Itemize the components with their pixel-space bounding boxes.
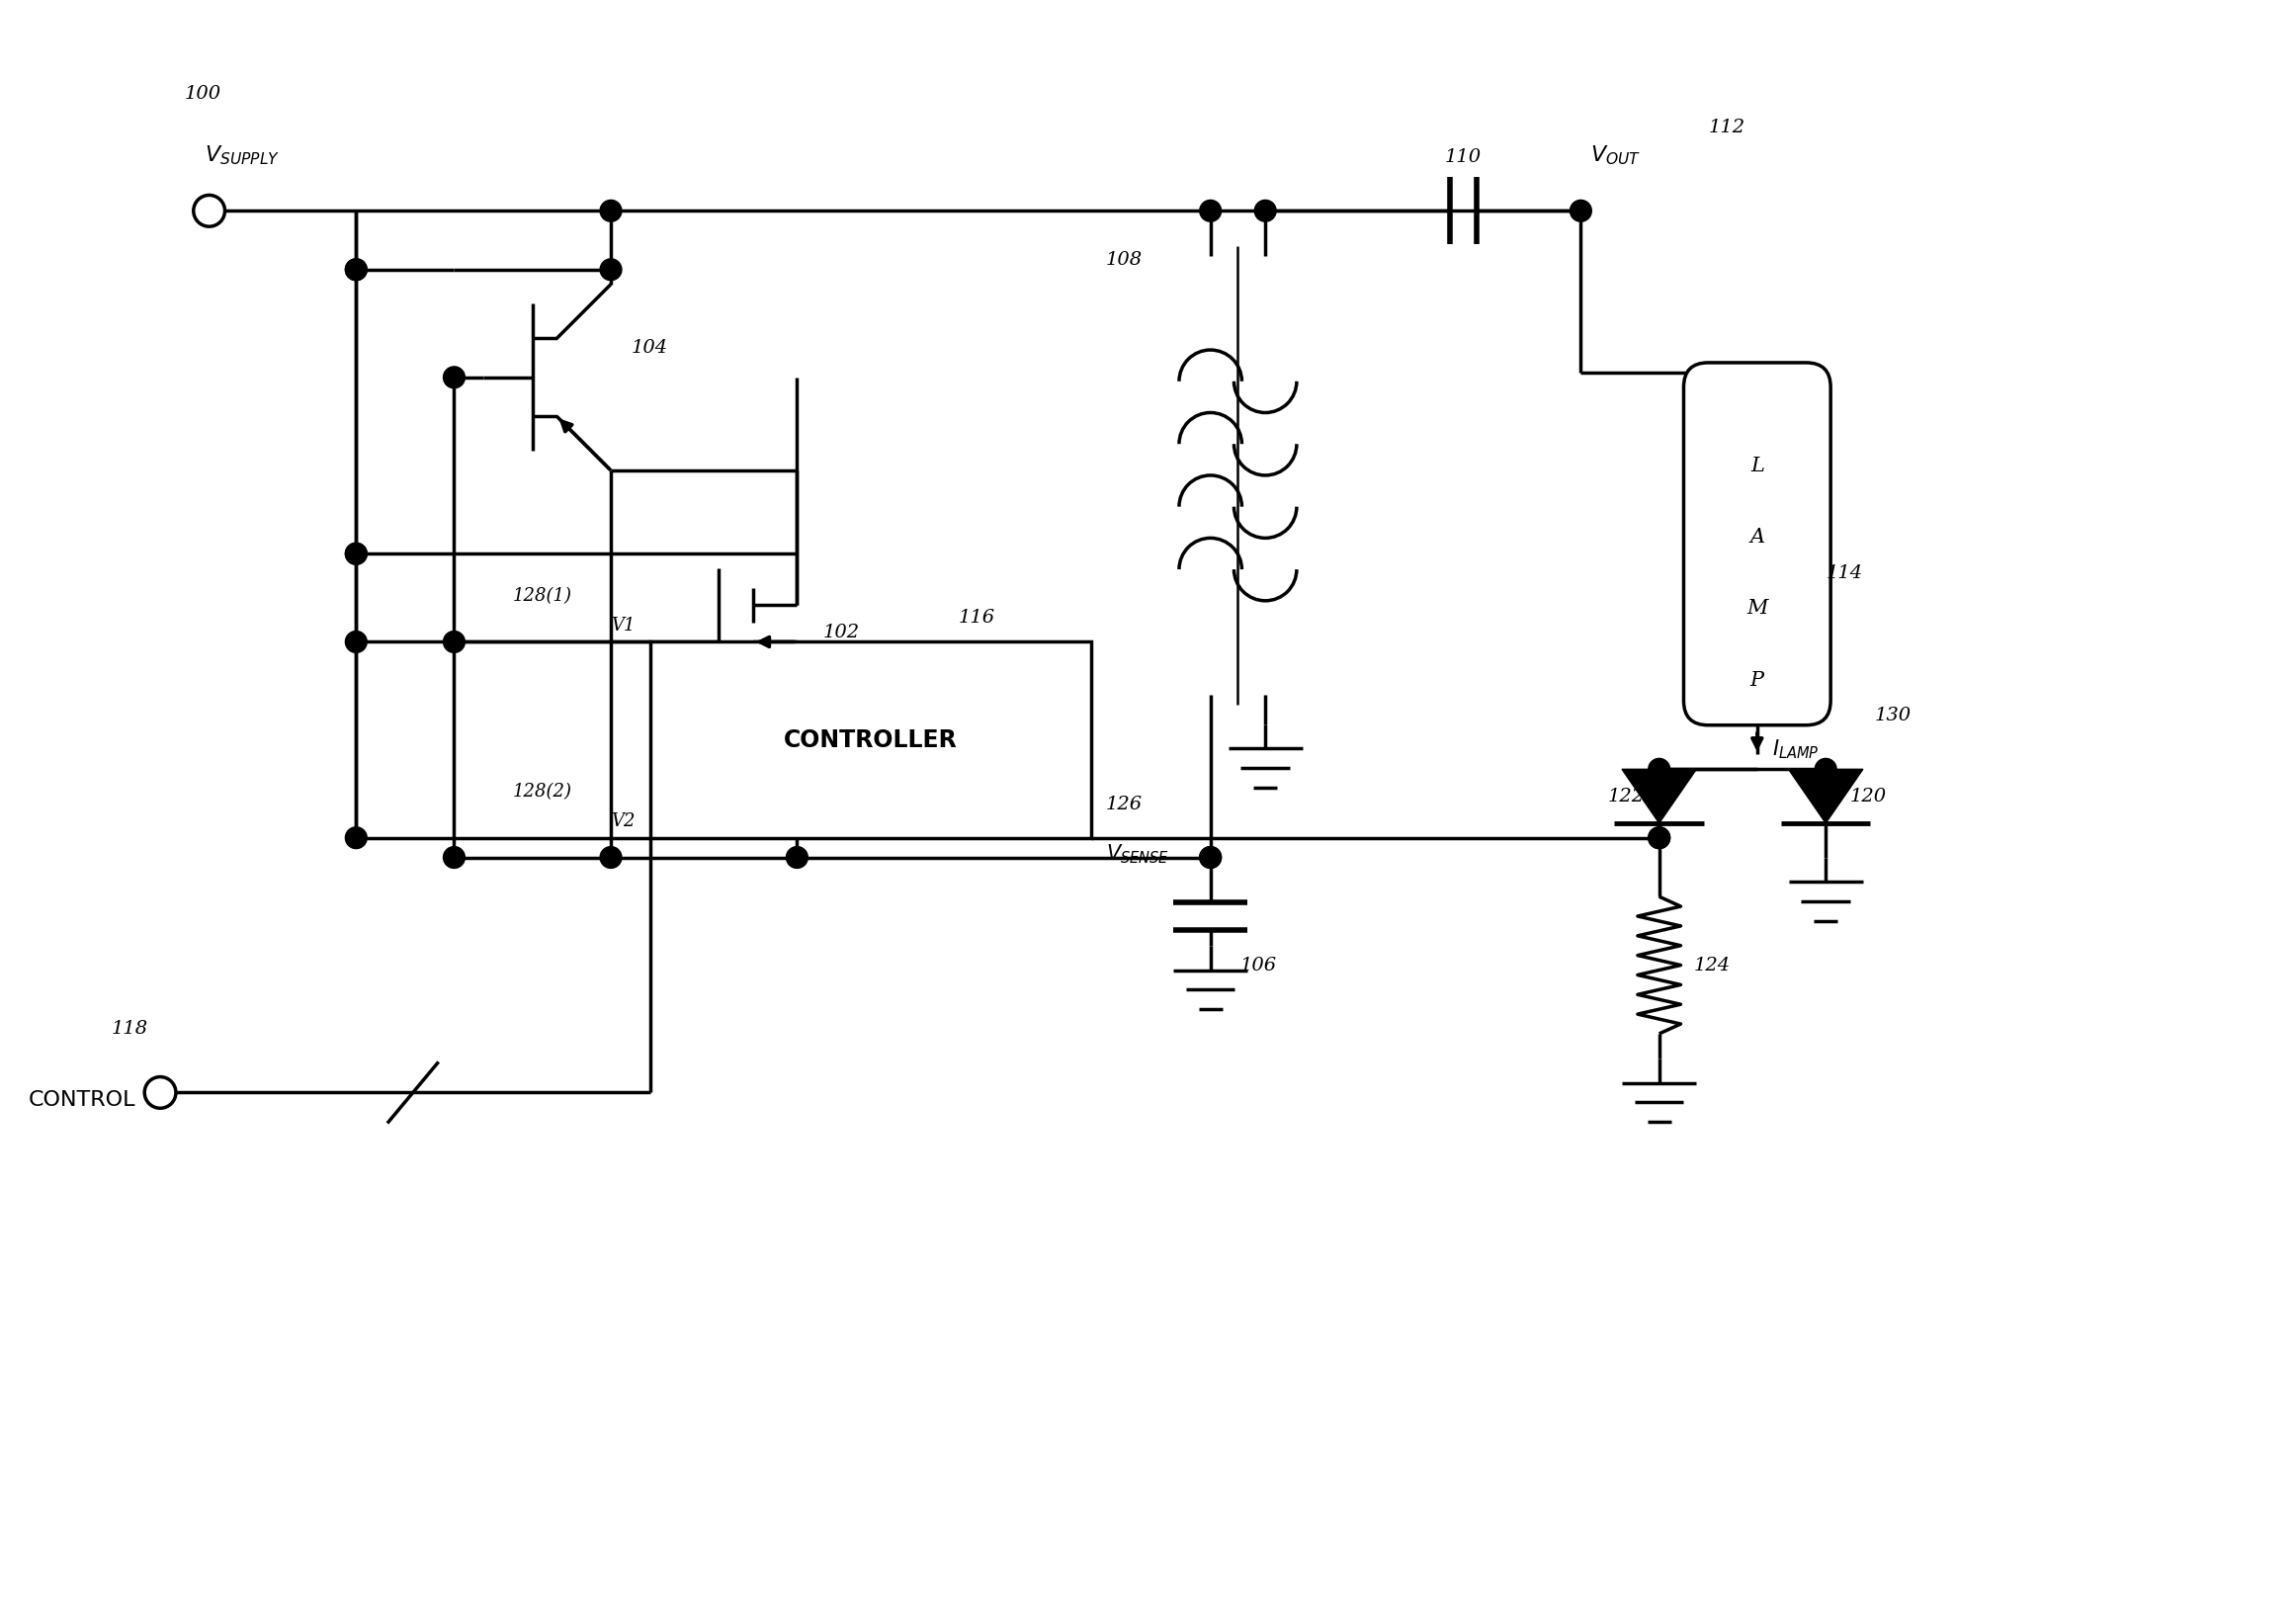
Text: $V_{SENSE}$: $V_{SENSE}$ [1107,843,1169,866]
Circle shape [344,542,367,565]
Text: 104: 104 [631,339,668,357]
Text: 128(2): 128(2) [512,784,572,801]
Polygon shape [1621,769,1697,824]
Circle shape [1201,846,1221,869]
Circle shape [344,827,367,848]
Text: 100: 100 [184,85,220,103]
Text: 116: 116 [960,608,996,626]
Bar [650,642,1091,838]
Polygon shape [1789,769,1862,824]
FancyBboxPatch shape [1683,362,1830,726]
Text: 122: 122 [1607,787,1644,804]
Text: $V_{SUPPLY}$: $V_{SUPPLY}$ [204,143,280,167]
Text: P: P [1750,671,1763,690]
Circle shape [1649,827,1669,848]
Text: 106: 106 [1240,956,1277,973]
Text: L: L [1750,455,1763,475]
Text: 118: 118 [110,1020,147,1038]
Text: 108: 108 [1104,251,1141,269]
Text: 112: 112 [1708,119,1745,137]
Text: 120: 120 [1851,787,1887,804]
Text: CONTROL: CONTROL [28,1091,135,1110]
Circle shape [599,259,622,280]
Circle shape [145,1076,177,1109]
Circle shape [1254,200,1277,222]
Text: CONTROLLER: CONTROLLER [783,727,957,751]
Circle shape [193,195,225,227]
Text: 130: 130 [1876,706,1910,724]
Text: V1: V1 [611,616,636,634]
Circle shape [1649,758,1669,780]
Text: 128(1): 128(1) [512,587,572,605]
Circle shape [344,631,367,653]
Circle shape [1570,200,1591,222]
Circle shape [344,259,367,280]
Circle shape [443,367,464,388]
Text: 124: 124 [1694,956,1731,973]
Circle shape [785,846,808,869]
Circle shape [1814,758,1837,780]
Circle shape [344,259,367,280]
Circle shape [599,200,622,222]
Text: M: M [1747,599,1768,618]
Text: 126: 126 [1107,795,1143,813]
Text: 114: 114 [1825,565,1862,582]
Circle shape [1201,846,1221,869]
Circle shape [599,846,622,869]
Circle shape [1201,200,1221,222]
Circle shape [1649,827,1669,848]
Text: $V_{OUT}$: $V_{OUT}$ [1591,143,1642,167]
Text: $I_{LAMP}$: $I_{LAMP}$ [1773,739,1818,761]
Circle shape [443,631,464,653]
Text: 102: 102 [822,623,859,640]
Text: 110: 110 [1444,148,1481,166]
Circle shape [344,542,367,565]
Circle shape [443,846,464,869]
Text: A: A [1750,528,1766,547]
Text: V2: V2 [611,813,636,830]
